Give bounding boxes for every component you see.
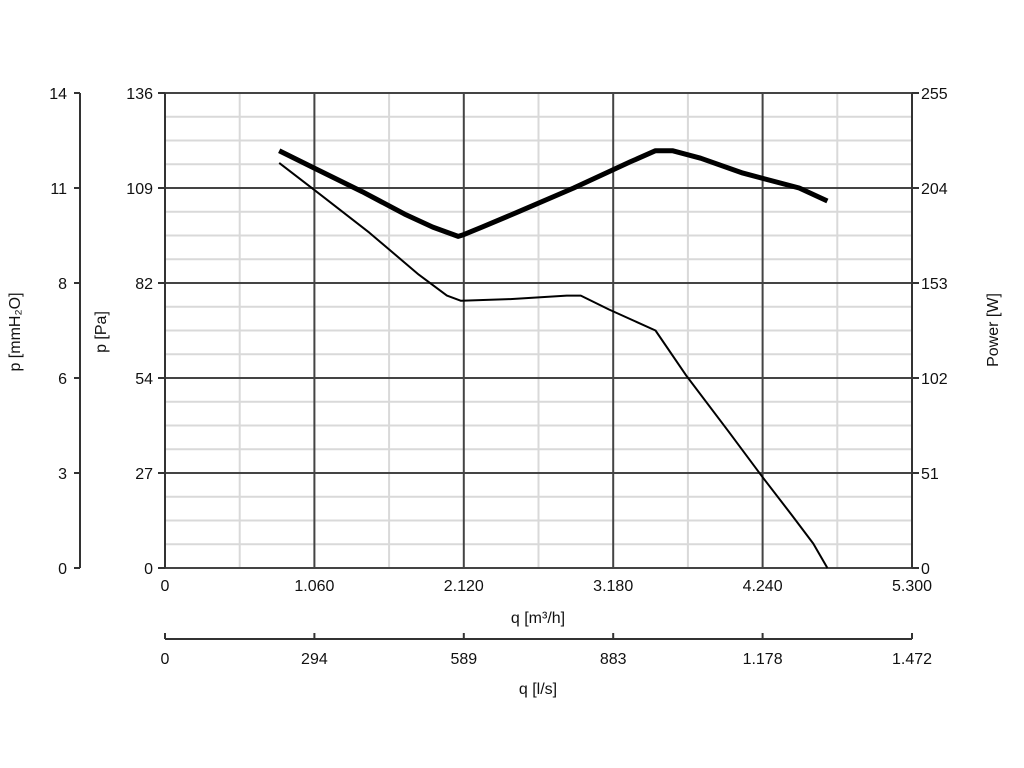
major-gridlines <box>164 92 913 569</box>
x-axis-label: q [m³/h] <box>511 610 565 627</box>
y-left-tick-label: 27 <box>135 466 153 483</box>
y-left-tick-label: 0 <box>144 561 153 578</box>
axes <box>74 92 919 640</box>
y-outer-tick-label: 6 <box>58 371 67 388</box>
y-left-tick-label: 109 <box>126 181 153 198</box>
y-right-tick-label: 102 <box>921 371 948 388</box>
y-axis-label-power: Power [W] <box>985 293 1002 367</box>
x2-tick-label: 883 <box>600 651 627 668</box>
minor-gridlines <box>165 93 912 568</box>
x-tick-label: 1.060 <box>294 578 334 595</box>
x-tick-label: 3.180 <box>593 578 633 595</box>
x-tick-label: 2.120 <box>444 578 484 595</box>
power-curve <box>278 148 829 239</box>
y-right-tick-label: 0 <box>921 561 930 578</box>
y-right-tick-label: 51 <box>921 466 939 483</box>
x2-tick-label: 1.472 <box>892 651 932 668</box>
x2-tick-label: 1.178 <box>743 651 783 668</box>
y-outer-tick-label: 11 <box>50 181 67 198</box>
y-axis-label-pa: p [Pa] <box>93 311 110 353</box>
x2-tick-label: 0 <box>161 651 170 668</box>
y-outer-tick-label: 0 <box>58 561 67 578</box>
y-left-tick-label: 82 <box>135 276 153 293</box>
x2-axis-label: q [l/s] <box>519 681 557 698</box>
y-outer-tick-label: 8 <box>58 276 67 293</box>
y-left-tick-label: 54 <box>135 371 153 388</box>
y-right-tick-label: 204 <box>921 181 948 198</box>
x-tick-label: 0 <box>161 578 170 595</box>
y-right-tick-label: 255 <box>921 86 948 103</box>
x2-tick-label: 294 <box>301 651 328 668</box>
y-outer-tick-label: 3 <box>58 466 67 483</box>
x-tick-label: 4.240 <box>743 578 783 595</box>
y-right-tick-label: 153 <box>921 276 948 293</box>
y-left-tick-label: 136 <box>126 86 153 103</box>
x-tick-label: 5.300 <box>892 578 932 595</box>
y-axis-label-mmh2o: p [mmH₂O] <box>7 292 24 371</box>
data-series <box>278 148 829 569</box>
y-outer-tick-label: 14 <box>49 86 67 103</box>
x2-tick-label: 589 <box>450 651 477 668</box>
pressure-curve <box>278 162 829 569</box>
